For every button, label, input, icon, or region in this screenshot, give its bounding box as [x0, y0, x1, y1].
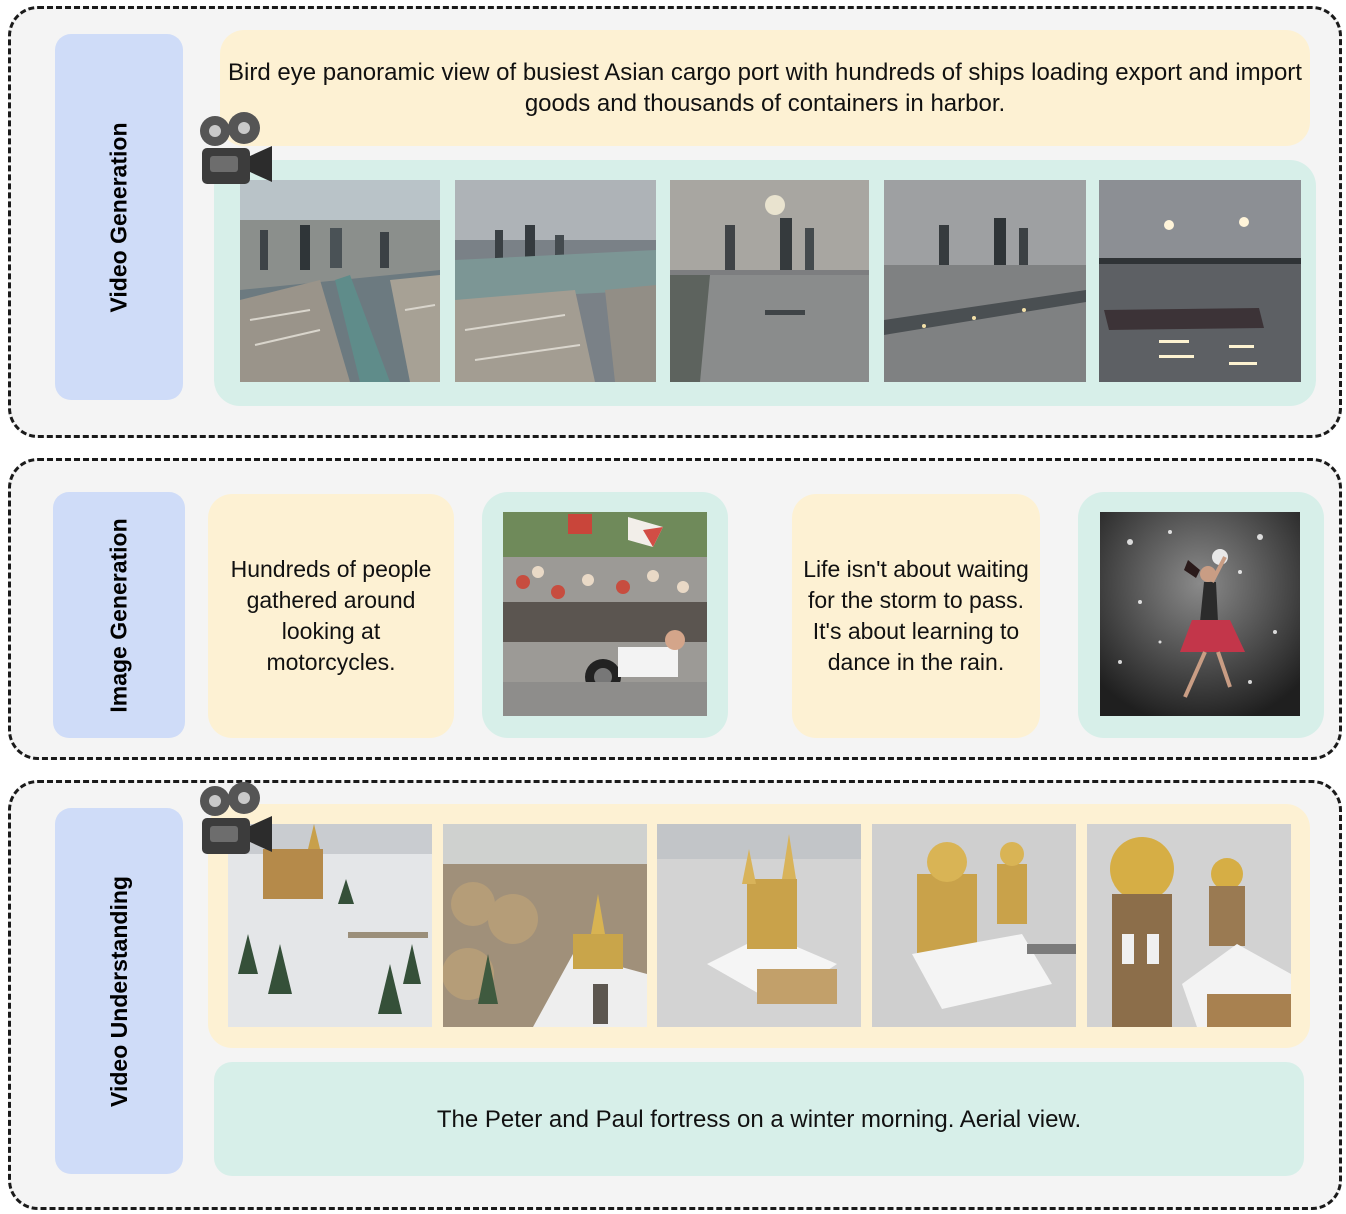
- video-generation-prompt-box: Bird eye panoramic view of busiest Asian…: [220, 30, 1310, 146]
- video-generation-prompt: Bird eye panoramic view of busiest Asian…: [228, 59, 1302, 117]
- understanding-frame-3: [657, 824, 861, 1027]
- image-prompt-1: Hundreds of people gathered around looki…: [230, 556, 432, 675]
- video-frame-5: [1099, 180, 1301, 382]
- video-frame-2: [455, 180, 656, 382]
- video-frame-4: [884, 180, 1086, 382]
- understanding-frame-1: [228, 824, 432, 1027]
- video-understanding-caption: The Peter and Paul fortress on a winter …: [436, 1105, 1082, 1133]
- understanding-frame-5: [1087, 824, 1291, 1027]
- image-prompt-box-1: Hundreds of people gathered around looki…: [208, 494, 454, 738]
- video-generation-label: Video Generation: [55, 34, 183, 400]
- understanding-frame-2: [443, 824, 647, 1027]
- image-prompt-box-2: Life isn't about waiting for the storm t…: [792, 494, 1040, 738]
- video-generation-label-text: Video Generation: [105, 121, 132, 313]
- video-frame-1: [240, 180, 440, 382]
- movie-camera-icon: [200, 112, 272, 184]
- video-understanding-label-text: Video Understanding: [105, 875, 132, 1107]
- movie-camera-icon: [200, 782, 272, 854]
- generated-image-dancer: [1100, 512, 1300, 716]
- image-prompt-2: Life isn't about waiting for the storm t…: [803, 556, 1029, 675]
- image-generation-label-text: Image Generation: [105, 517, 132, 713]
- video-frame-3: [670, 180, 869, 382]
- video-understanding-label: Video Understanding: [55, 808, 183, 1174]
- generated-image-motorcycles: [503, 512, 707, 716]
- understanding-frame-4: [872, 824, 1076, 1027]
- video-understanding-caption-box: The Peter and Paul fortress on a winter …: [214, 1062, 1304, 1176]
- image-generation-label: Image Generation: [53, 492, 185, 738]
